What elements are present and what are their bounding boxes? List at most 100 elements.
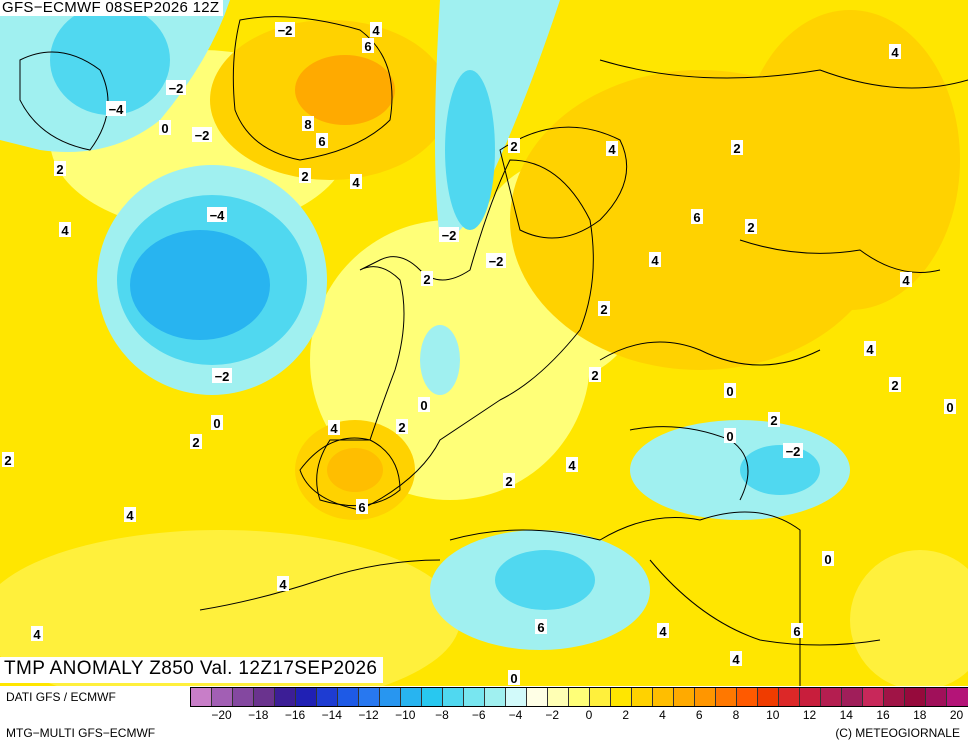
color-swatch [884, 688, 905, 706]
contour-label-bg [889, 44, 901, 59]
contour-value-label: 2 [505, 474, 512, 489]
contour-label-bg [159, 120, 171, 135]
contour-label-bg [691, 209, 703, 224]
color-scale-ticks: −20 −18 −16 −14 −12 −10 −8 −6 −4 −2 0 2 4 6 8 10 12 14 16 1… [190, 708, 967, 724]
data-source-label: DATI GFS / ECMWF [6, 690, 116, 704]
contour-value-label: −2 [489, 254, 504, 269]
contour-label-bg [275, 22, 295, 37]
contour-value-label: 4 [866, 342, 874, 357]
contour-value-label: 2 [398, 420, 405, 435]
contour-label-bg [316, 133, 328, 148]
contour-label-bg [889, 377, 901, 392]
contour-value-label: −2 [442, 228, 457, 243]
color-swatch [296, 688, 317, 706]
model-run-label: GFS−ECMWF 08SEP2026 12Z [0, 0, 224, 16]
contour-value-label: 6 [793, 624, 800, 639]
contour-value-label: 4 [372, 23, 380, 38]
contour-label-bg [944, 399, 956, 414]
contour-value-label: 0 [161, 121, 168, 136]
contour-value-label: 2 [600, 302, 607, 317]
contour-label-bg [207, 207, 227, 222]
color-swatch [548, 688, 569, 706]
scale-tick-label: −18 [248, 708, 269, 722]
anomaly-zone [495, 550, 595, 610]
contour-value-label: 2 [301, 169, 308, 184]
contour-label-bg [350, 174, 362, 189]
contour-label-bg [783, 443, 803, 458]
europe-outline [299, 159, 594, 511]
color-swatch [275, 688, 296, 706]
contour-label-bg [864, 341, 876, 356]
scale-tick-label: −6 [471, 708, 486, 722]
contour-value-label: −4 [210, 208, 226, 223]
contour-value-label: 2 [423, 272, 430, 287]
color-swatch [611, 688, 632, 706]
contour-label-bg [212, 368, 232, 383]
contour-value-label: 4 [902, 273, 910, 288]
contour-value-label: 0 [946, 400, 953, 415]
contour-value-label: 2 [56, 162, 63, 177]
color-swatch [338, 688, 359, 706]
scale-tick-label: −14 [321, 708, 342, 722]
contour-value-label: 2 [733, 141, 740, 156]
contour-value-label: 2 [770, 413, 777, 428]
copyright-label: (C) METEOGIORNALE [835, 726, 960, 740]
color-swatch [590, 688, 611, 706]
color-swatch [527, 688, 548, 706]
contour-label-bg [589, 367, 601, 382]
contour-value-label: 4 [61, 223, 69, 238]
contour-value-label: 0 [726, 429, 733, 444]
scale-tick-label: −20 [211, 708, 232, 722]
contour-value-label: −2 [195, 128, 210, 143]
contour-label-bg [598, 301, 610, 316]
iberia-outline [316, 439, 401, 507]
contour-label-bg [190, 434, 202, 449]
scandinavia-outline [499, 126, 628, 239]
border-line [599, 341, 821, 366]
map-title: TMP ANOMALY Z850 Val. 12Z17SEP2026 [0, 657, 384, 683]
coastlines [19, 16, 968, 686]
contour-value-label: 8 [304, 117, 311, 132]
contour-label-bg [370, 22, 382, 37]
scale-tick-label: −4 [508, 708, 523, 722]
scale-tick-label: 14 [839, 708, 853, 722]
contour-value-label: 0 [420, 398, 427, 413]
contour-value-label: 2 [192, 435, 199, 450]
contour-label-bg [299, 168, 311, 183]
contour-label-bg [328, 420, 340, 435]
scale-tick-label: −16 [284, 708, 306, 722]
scale-tick-label: −12 [358, 708, 379, 722]
contour-label-bg [421, 271, 433, 286]
contour-value-label: 2 [510, 139, 517, 154]
contour-value-label: −2 [169, 81, 184, 96]
contour-value-label: 2 [591, 368, 598, 383]
color-swatch [779, 688, 800, 706]
anomaly-zone [420, 325, 460, 395]
contour-label-bg [724, 428, 736, 443]
color-swatch [359, 688, 380, 706]
color-swatch [800, 688, 821, 706]
contour-value-label: 2 [747, 220, 754, 235]
contour-value-label: 4 [352, 175, 360, 190]
anomaly-zone [327, 448, 383, 492]
contour-value-label: 0 [824, 552, 831, 567]
color-swatch [254, 688, 275, 706]
color-swatch [506, 688, 527, 706]
contour-label-bg [508, 138, 520, 153]
contour-value-label: 0 [726, 384, 733, 399]
contour-value-label: 4 [33, 627, 41, 642]
contour-label-bg [649, 252, 661, 267]
color-swatch [905, 688, 926, 706]
contour-label-bg [166, 80, 186, 95]
contour-label-bg [508, 670, 520, 685]
anomaly-zone [0, 530, 460, 686]
contour-value-label: 6 [364, 39, 371, 54]
contour-value-label: 6 [537, 620, 544, 635]
color-swatch [464, 688, 485, 706]
color-swatch [485, 688, 506, 706]
anomaly-zone [50, 5, 170, 115]
color-swatch [212, 688, 233, 706]
contour-label-bg [124, 507, 136, 522]
contour-value-label: −2 [278, 23, 293, 38]
scale-tick-label: 2 [622, 708, 630, 722]
